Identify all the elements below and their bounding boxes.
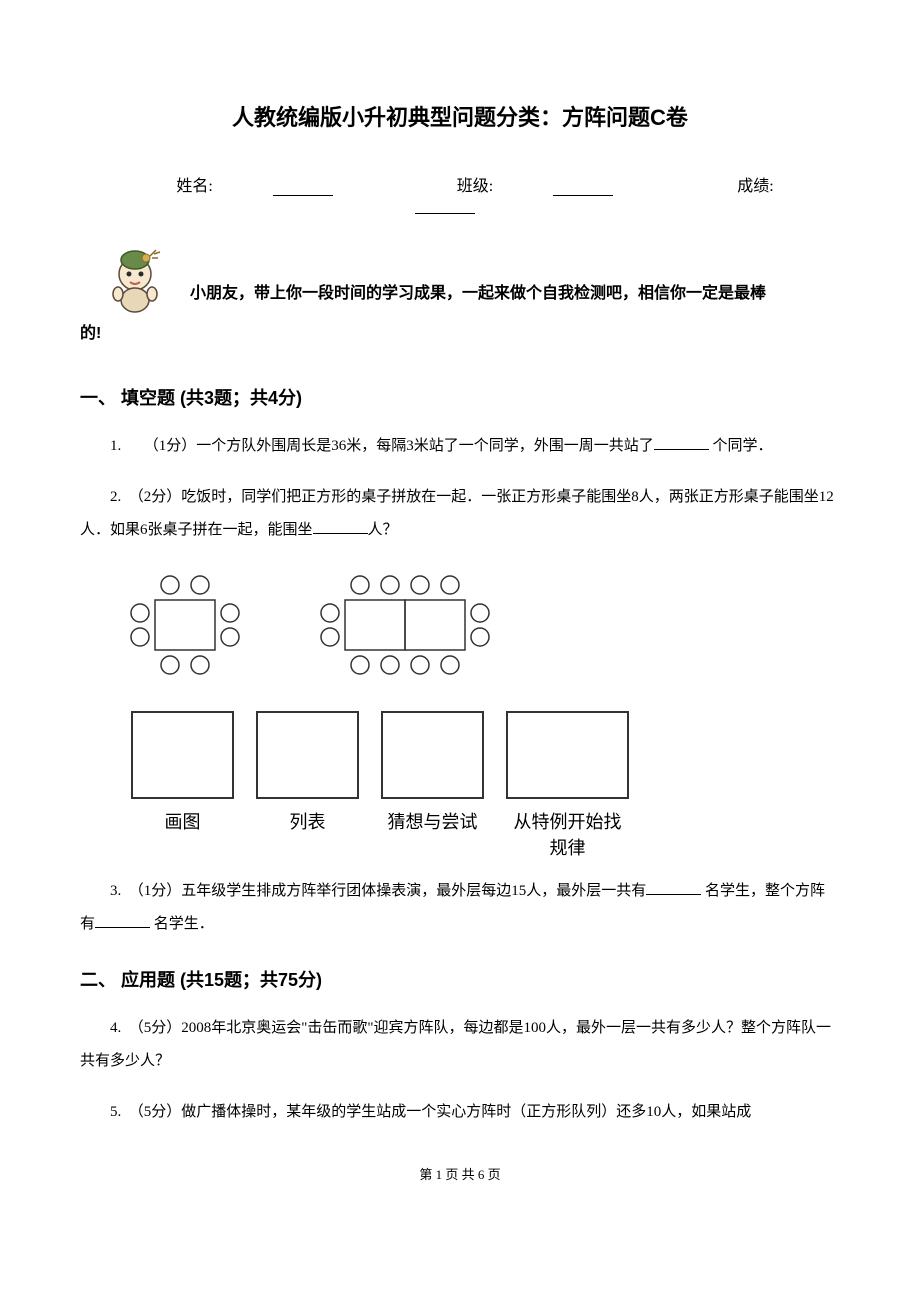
question-5: 5. （5分）做广播体操时，某年级的学生站成一个实心方阵时（正方形队列）还多10… [80,1096,840,1129]
intro-line1: 小朋友，带上你一段时间的学习成果，一起来做个自我检测吧，相信你一定是最棒 [190,285,766,302]
section1-header: 一、 填空题 (共3题；共4分) [80,384,840,410]
q3-blank2[interactable] [95,912,150,928]
page-title: 人教统编版小升初典型问题分类：方阵问题C卷 [80,100,840,132]
question-1: 1. （1分）一个方队外围周长是36米，每隔3米站了一个同学，外围一周一共站了 … [80,430,840,463]
info-row: 姓名: 班级: 成绩: [80,172,840,214]
question-4: 4. （5分）2008年北京奥运会"击缶而歌"迎宾方阵队，每边都是100人，最外… [80,1012,840,1078]
q1-blank[interactable] [654,434,709,450]
q3-blank1[interactable] [646,879,701,895]
method-boxes: 画图 列表 猜想与尝试 从特例开始找规律 [130,710,840,860]
class-field: 班级: [427,178,643,195]
name-blank[interactable] [273,178,333,196]
mascot-icon [100,244,170,314]
score-blank[interactable] [415,196,475,214]
single-table-diagram [120,565,250,685]
class-blank[interactable] [553,178,613,196]
page-footer: 第 1 页 共 6 页 [80,1164,840,1183]
double-table-diagram [310,565,510,685]
question-3: 3. （1分）五年级学生排成方阵举行团体操表演，最外层每边15人，最外层一共有 … [80,875,840,941]
question-2: 2. （2分）吃饭时，同学们把正方形的桌子拼放在一起．一张正方形桌子能围坐8人，… [80,481,840,547]
method-guess: 猜想与尝试 [380,710,485,860]
q2-blank[interactable] [313,518,368,534]
name-field: 姓名: [146,178,362,195]
method-draw: 画图 [130,710,235,860]
method-pattern: 从特例开始找规律 [505,710,630,860]
intro-line2: 的! [80,314,840,354]
table-diagrams: 画图 列表 猜想与尝试 从特例开始找规律 [120,565,840,860]
method-list: 列表 [255,710,360,860]
intro-block: 小朋友，带上你一段时间的学习成果，一起来做个自我检测吧，相信你一定是最棒 的! [80,244,840,354]
section2-header: 二、 应用题 (共15题；共75分) [80,966,840,992]
